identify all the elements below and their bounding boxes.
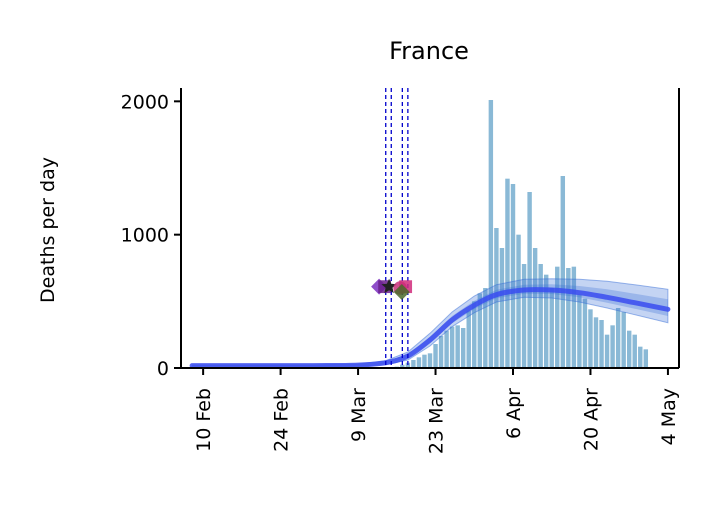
- bar: [433, 344, 438, 368]
- bar: [438, 336, 444, 368]
- bar: [621, 312, 626, 368]
- x-tick-label: 6 Apr: [503, 388, 525, 439]
- x-ticks-group: 10 Feb 24 Feb 9 Mar 23 Mar 6 Apr 20 Apr 4 May: [193, 368, 680, 454]
- bar: [472, 301, 477, 368]
- chart-title: France: [389, 37, 469, 65]
- bar: [405, 362, 411, 368]
- bar: [527, 192, 532, 368]
- x-tick-label: 20 Apr: [580, 388, 602, 451]
- bar: [643, 349, 649, 368]
- bar: [626, 330, 632, 368]
- bar: [416, 357, 422, 368]
- bar: [455, 325, 460, 368]
- bar: [577, 294, 582, 368]
- bar: [555, 266, 560, 368]
- bar: [444, 330, 449, 368]
- model-band-group: [191, 278, 669, 367]
- model-band-inner: [192, 284, 668, 366]
- bar: [488, 100, 494, 368]
- bar: [615, 308, 621, 368]
- intervention-markers-group: [371, 278, 413, 300]
- marker-diamond: [393, 284, 410, 300]
- bar: [532, 248, 538, 368]
- bar: [549, 288, 554, 368]
- bar: [560, 176, 566, 368]
- bar: [516, 234, 521, 368]
- bar: [477, 293, 483, 368]
- bar: [543, 274, 549, 368]
- bar: [466, 310, 471, 368]
- bar: [422, 354, 427, 368]
- bar: [599, 320, 604, 368]
- bar: [505, 178, 510, 368]
- bar: [638, 346, 643, 368]
- y-tick-label: 1000: [121, 225, 169, 247]
- intervention-lines-group: [385, 88, 409, 368]
- bar: [571, 266, 577, 368]
- axes-group: [180, 88, 680, 369]
- bar: [521, 264, 527, 368]
- bar: [494, 228, 499, 368]
- bar: [510, 184, 516, 368]
- marker-star: [381, 278, 397, 294]
- bar: [460, 328, 466, 368]
- model-band-outer: [191, 278, 669, 367]
- bar: [400, 364, 405, 368]
- bar: [632, 334, 637, 368]
- y-tick-label: 2000: [121, 91, 169, 113]
- bar: [427, 353, 433, 368]
- bar: [582, 298, 588, 368]
- x-tick-label: 4 May: [658, 388, 680, 445]
- bar: [610, 325, 615, 368]
- bar: [538, 264, 543, 368]
- bars-group: [389, 100, 649, 368]
- bar: [499, 248, 505, 368]
- model-line: [189, 287, 671, 369]
- bar: [483, 288, 488, 368]
- model-line-group: [189, 287, 671, 369]
- x-tick-label: 9 Mar: [348, 388, 370, 442]
- y-ticks-group: 0 1000 2000: [121, 91, 181, 380]
- bar: [411, 360, 416, 368]
- y-tick-label: 0: [157, 358, 169, 380]
- bar: [588, 309, 593, 368]
- x-tick-label: 23 Mar: [426, 388, 448, 454]
- y-axis-label: Deaths per day: [37, 157, 59, 303]
- x-tick-label: 24 Feb: [271, 388, 293, 452]
- bar: [604, 334, 610, 368]
- bar: [566, 268, 571, 368]
- x-tick-label: 10 Feb: [193, 388, 215, 452]
- bar: [449, 326, 455, 368]
- bar: [593, 317, 599, 368]
